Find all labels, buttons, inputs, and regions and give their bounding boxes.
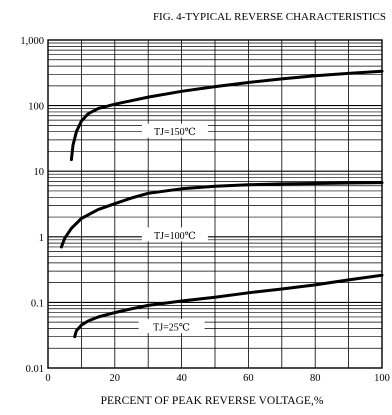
y-tick-label: 10 <box>34 167 45 178</box>
x-ticks: 0 20 40 60 80 100 <box>45 373 390 384</box>
series-label-bg <box>141 227 208 242</box>
x-tick-label: 0 <box>45 373 50 384</box>
series-label: TJ=25℃ <box>153 323 190 334</box>
y-tick-label: 1,000 <box>20 36 44 47</box>
grid <box>48 40 382 369</box>
y-tick-label: 0.01 <box>26 364 44 375</box>
series-label-bg <box>141 123 208 138</box>
x-tick-label: 40 <box>176 373 187 384</box>
y-ticks: 0.01 0.1 1 10 100 1,000 <box>20 36 44 375</box>
series-label: TJ=150℃ <box>154 127 196 138</box>
series-line <box>73 273 384 339</box>
series-label: TJ=100℃ <box>154 231 196 242</box>
series-group: TJ=150℃ TJ=100℃ TJ=25℃ <box>59 69 384 339</box>
x-axis-label: PERCENT OF PEAK REVERSE VOLTAGE,% <box>101 395 324 407</box>
x-tick-label: 80 <box>310 373 321 384</box>
series-line <box>69 69 384 162</box>
x-tick-label: 60 <box>243 373 254 384</box>
x-tick-label: 20 <box>110 373 121 384</box>
y-tick-label: 100 <box>28 102 44 113</box>
x-tick-label: 100 <box>374 373 390 384</box>
y-tick-label: 1 <box>39 233 44 244</box>
series-label-bg <box>138 319 205 334</box>
series-line <box>59 181 384 249</box>
y-tick-label: 0.1 <box>31 298 44 309</box>
plot-frame <box>47 39 383 369</box>
chart-title: FIG. 4-TYPICAL REVERSE CHARACTERISTICS <box>153 11 386 23</box>
